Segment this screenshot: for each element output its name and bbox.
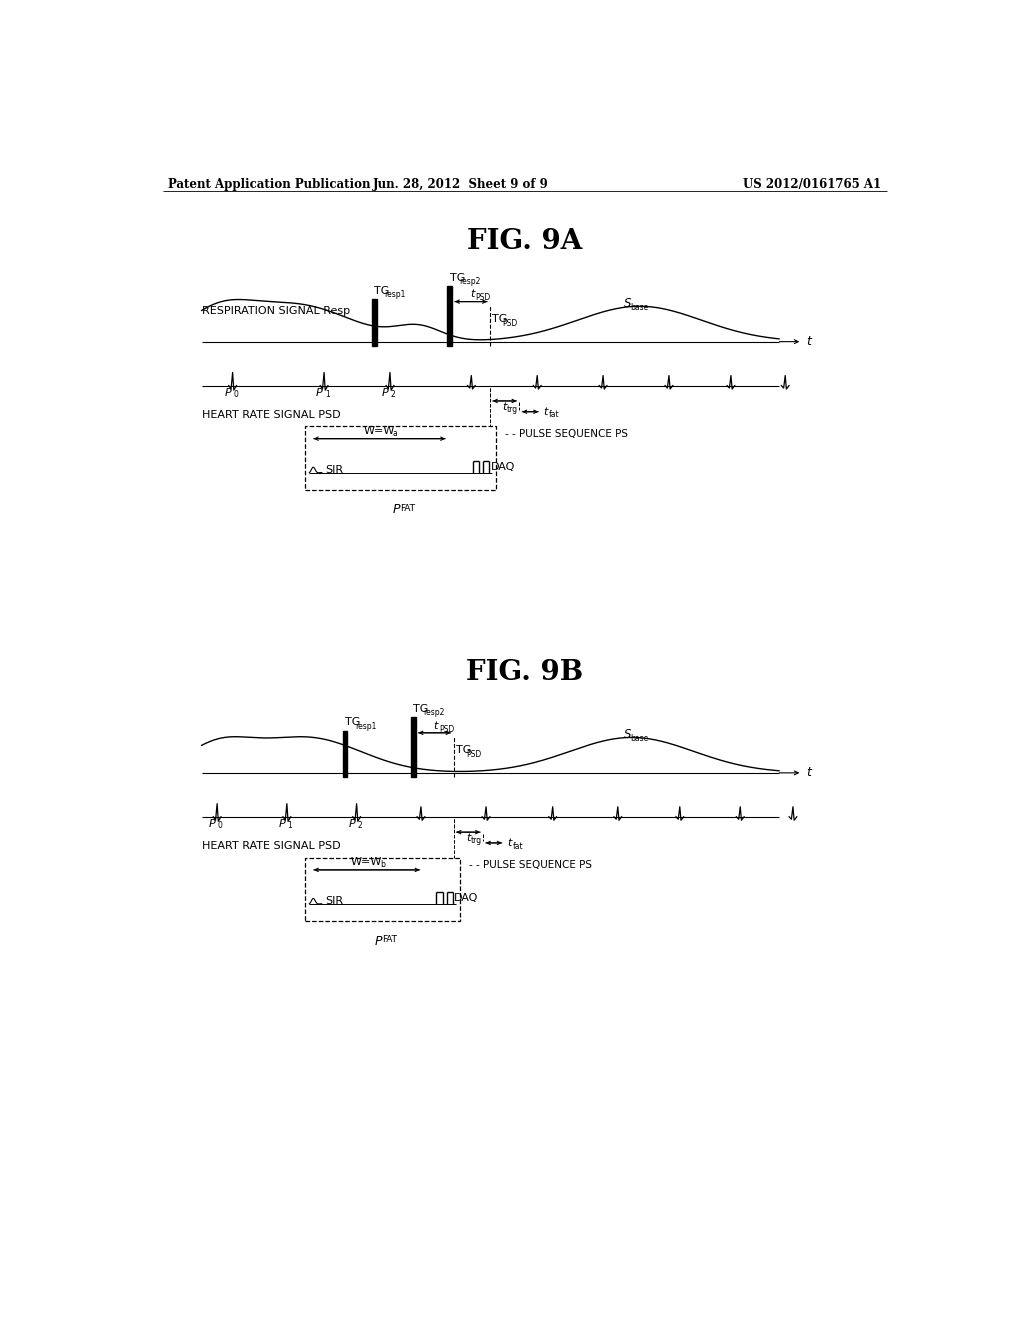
Text: - - PULSE SEQUENCE PS: - - PULSE SEQUENCE PS bbox=[469, 861, 592, 870]
Text: t: t bbox=[806, 767, 811, 779]
Text: RESPIRATION SIGNAL Resp: RESPIRATION SIGNAL Resp bbox=[202, 306, 350, 315]
Text: t: t bbox=[806, 335, 811, 348]
Text: P: P bbox=[209, 818, 216, 829]
Text: a: a bbox=[392, 429, 397, 438]
Text: S: S bbox=[624, 727, 632, 741]
Text: HEART RATE SIGNAL PSD: HEART RATE SIGNAL PSD bbox=[202, 841, 340, 851]
Text: - - PULSE SEQUENCE PS: - - PULSE SEQUENCE PS bbox=[506, 429, 629, 440]
Text: TG: TG bbox=[414, 705, 429, 714]
Text: DAQ: DAQ bbox=[455, 894, 478, 903]
Text: FAT: FAT bbox=[382, 936, 397, 944]
Text: 0: 0 bbox=[233, 391, 239, 399]
Text: P: P bbox=[382, 388, 388, 397]
Text: W=W: W=W bbox=[351, 857, 382, 867]
Text: fat: fat bbox=[549, 411, 559, 420]
Text: t: t bbox=[503, 401, 507, 412]
Text: FIG. 9A: FIG. 9A bbox=[467, 227, 583, 255]
Text: DAQ: DAQ bbox=[490, 462, 515, 473]
Text: PSD: PSD bbox=[466, 750, 481, 759]
Text: 1: 1 bbox=[325, 391, 330, 399]
Text: trg: trg bbox=[471, 836, 481, 845]
Text: P: P bbox=[224, 388, 231, 397]
Text: TG: TG bbox=[450, 273, 465, 284]
Bar bbox=[372, 300, 377, 346]
Text: base: base bbox=[630, 304, 648, 313]
Text: resp2: resp2 bbox=[460, 277, 481, 286]
Text: SIR: SIR bbox=[326, 896, 344, 907]
Text: P: P bbox=[348, 818, 355, 829]
Text: P: P bbox=[375, 935, 382, 948]
Text: t: t bbox=[544, 407, 548, 417]
Text: US 2012/0161765 A1: US 2012/0161765 A1 bbox=[743, 178, 882, 190]
Text: P: P bbox=[279, 818, 286, 829]
Text: TG: TG bbox=[493, 314, 508, 323]
Bar bbox=[305, 426, 496, 490]
Text: HEART RATE SIGNAL PSD: HEART RATE SIGNAL PSD bbox=[202, 409, 340, 420]
Text: PSD: PSD bbox=[503, 318, 517, 327]
Text: b: b bbox=[380, 861, 385, 869]
Text: t: t bbox=[507, 838, 511, 847]
Text: W=W: W=W bbox=[364, 425, 395, 436]
Text: trg: trg bbox=[507, 405, 518, 413]
Bar bbox=[343, 730, 347, 777]
Text: S: S bbox=[624, 297, 632, 310]
Text: FIG. 9B: FIG. 9B bbox=[466, 659, 584, 686]
Text: t: t bbox=[470, 289, 474, 300]
Bar bbox=[447, 286, 452, 346]
Text: Patent Application Publication: Patent Application Publication bbox=[168, 178, 371, 190]
Text: PSD: PSD bbox=[475, 293, 490, 302]
Bar bbox=[411, 718, 416, 777]
Text: t: t bbox=[433, 721, 438, 730]
Text: resp1: resp1 bbox=[355, 722, 377, 730]
Text: fat: fat bbox=[512, 842, 523, 850]
Text: TG: TG bbox=[375, 286, 390, 296]
Text: 0: 0 bbox=[218, 821, 223, 830]
Text: Jun. 28, 2012  Sheet 9 of 9: Jun. 28, 2012 Sheet 9 of 9 bbox=[374, 178, 549, 190]
Text: P: P bbox=[393, 503, 400, 516]
Text: TG: TG bbox=[345, 718, 360, 727]
Text: P: P bbox=[315, 388, 323, 397]
Text: 2: 2 bbox=[391, 391, 395, 399]
Text: resp2: resp2 bbox=[423, 709, 444, 718]
Text: t: t bbox=[466, 833, 470, 843]
Text: resp1: resp1 bbox=[385, 290, 406, 300]
Text: base: base bbox=[630, 734, 648, 743]
Text: 1: 1 bbox=[288, 821, 293, 830]
Text: 2: 2 bbox=[357, 821, 362, 830]
Bar bbox=[305, 858, 460, 921]
Text: PSD: PSD bbox=[438, 725, 454, 734]
Text: FAT: FAT bbox=[400, 504, 416, 513]
Text: TG: TG bbox=[456, 744, 471, 755]
Text: SIR: SIR bbox=[326, 465, 344, 475]
